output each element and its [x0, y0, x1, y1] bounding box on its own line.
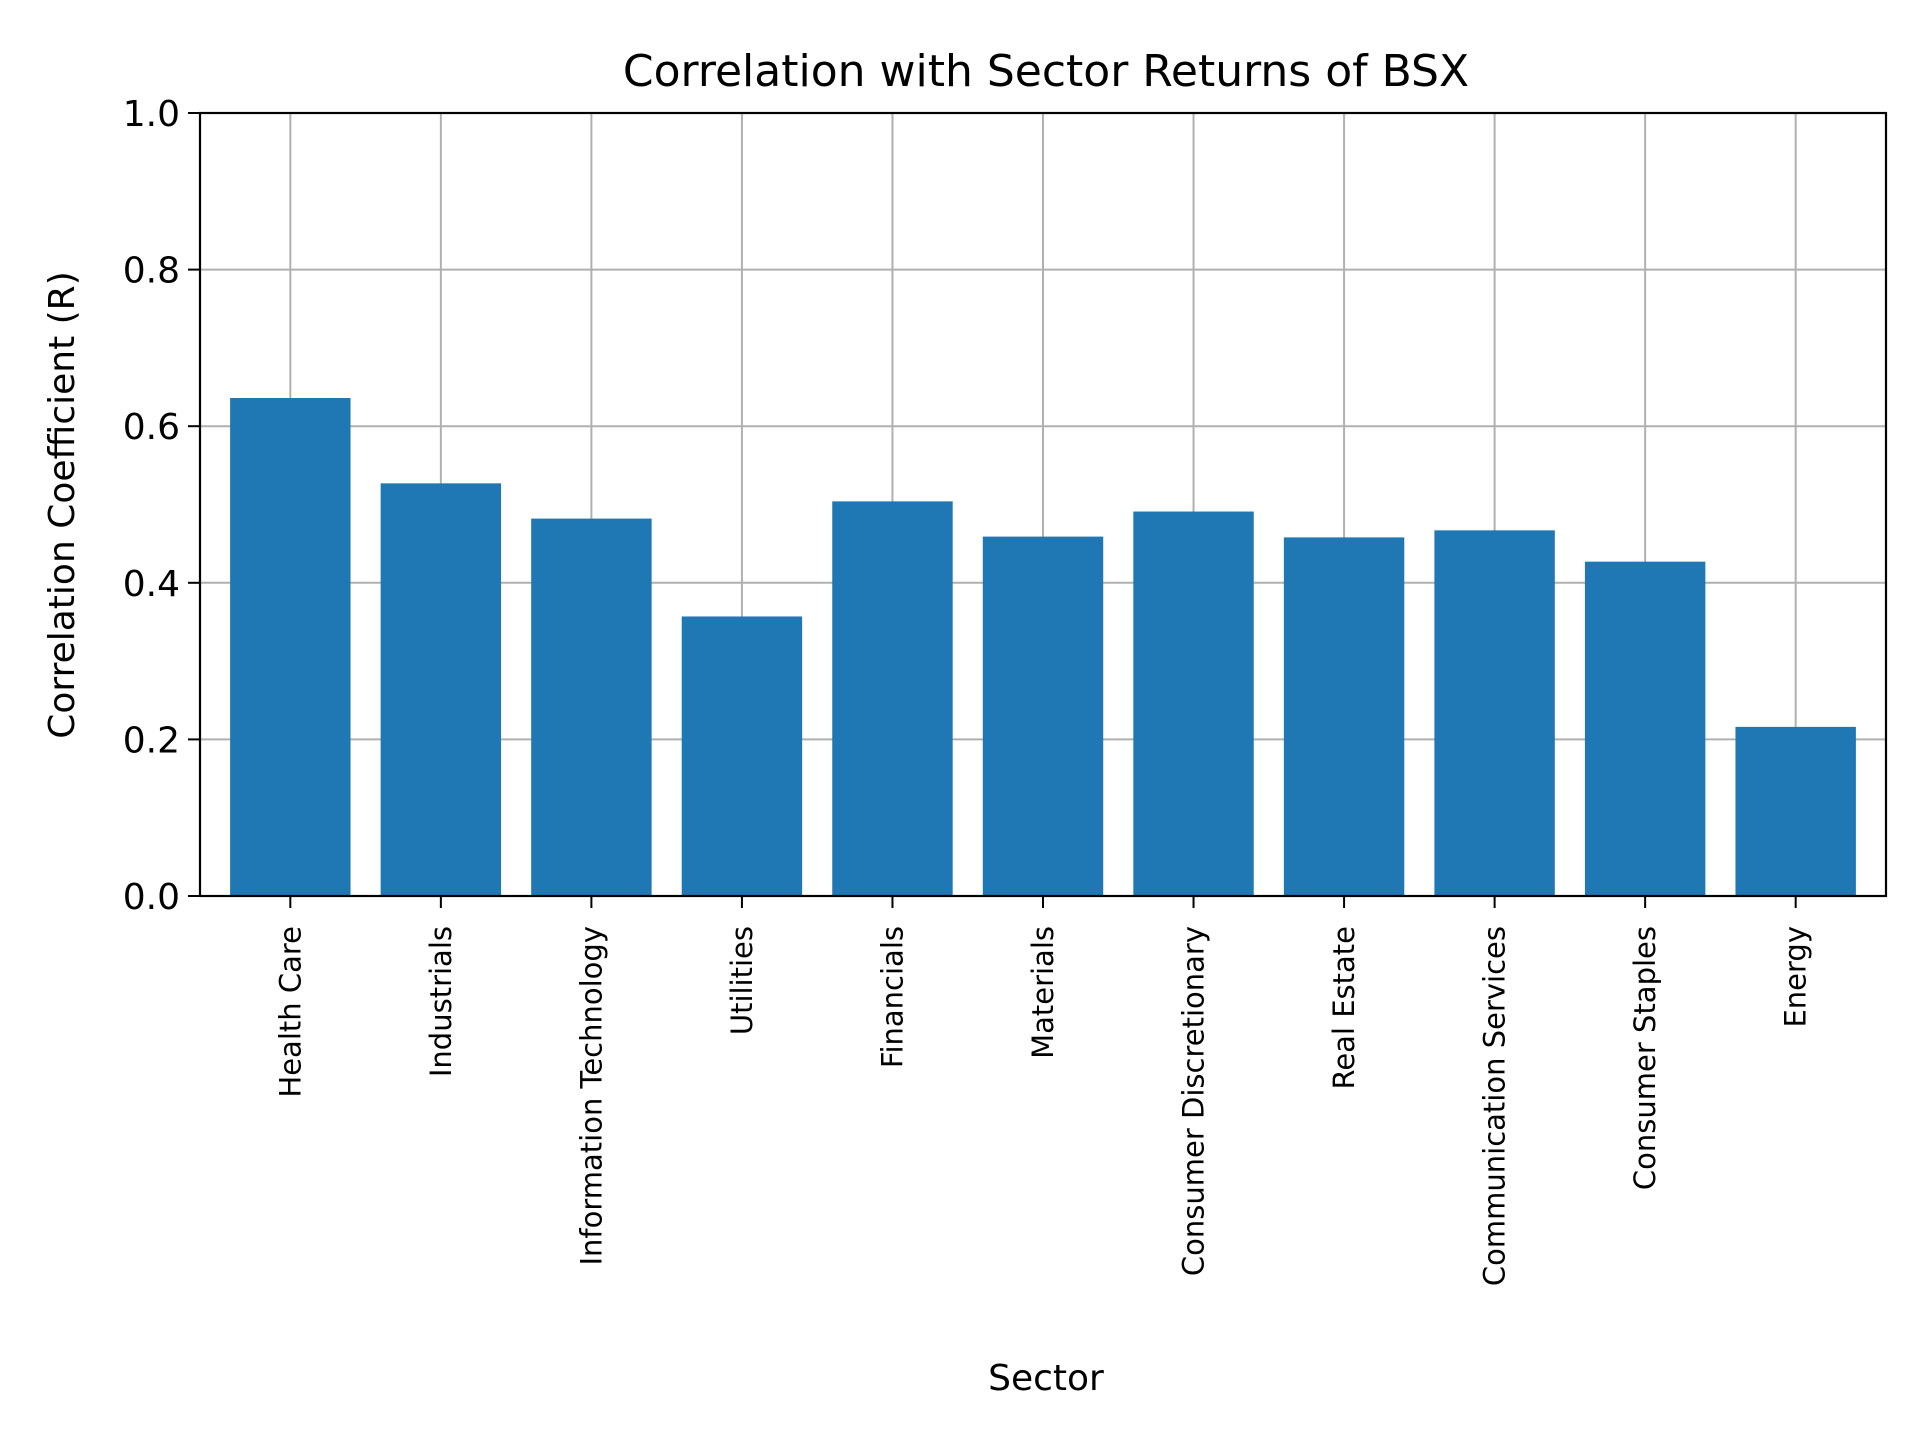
- x-tick-label: Industrials: [424, 926, 458, 1077]
- x-axis-label: Sector: [988, 1358, 1104, 1399]
- bars: [230, 398, 1856, 896]
- bar-financials: [832, 501, 953, 896]
- y-axis-label: Correlation Coefficient (R): [42, 271, 83, 739]
- x-tick-label: Financials: [875, 926, 909, 1068]
- x-tick-label: Utilities: [725, 926, 759, 1035]
- x-axis-ticks: Health Care Industrials Information Techno…: [273, 896, 1813, 1286]
- bar-consumer-discretionary: [1133, 511, 1254, 896]
- bar-health-care: [230, 398, 351, 896]
- bar-consumer-staples: [1584, 561, 1706, 896]
- bar-information-technology: [531, 518, 652, 896]
- y-tick-label: 0.4: [123, 564, 180, 605]
- x-tick-label: Energy: [1779, 926, 1813, 1028]
- y-axis-ticks: 0.0 0.2 0.4 0.6 0.8 1.0: [123, 94, 200, 918]
- x-tick-label: Communication Services: [1478, 926, 1512, 1286]
- x-tick-label: Consumer Staples: [1628, 926, 1662, 1190]
- bar-energy: [1735, 726, 1856, 896]
- y-tick-label: 0.6: [123, 407, 180, 448]
- bar-communication-services: [1434, 530, 1555, 896]
- chart-title: Correlation with Sector Returns of BSX: [623, 46, 1469, 97]
- bar-industrials: [380, 483, 502, 896]
- y-tick-label: 1.0: [123, 94, 180, 135]
- bar-real-estate: [1283, 537, 1405, 896]
- bar-utilities: [681, 616, 803, 896]
- x-tick-label: Real Estate: [1327, 926, 1361, 1090]
- x-tick-label: Materials: [1026, 926, 1060, 1059]
- x-tick-label: Health Care: [273, 926, 307, 1098]
- y-tick-label: 0.0: [123, 877, 180, 918]
- bar-materials: [982, 536, 1104, 896]
- y-tick-label: 0.2: [123, 720, 180, 761]
- y-tick-label: 0.8: [123, 251, 180, 292]
- x-tick-label: Consumer Discretionary: [1177, 926, 1211, 1276]
- x-tick-label: Information Technology: [574, 926, 608, 1266]
